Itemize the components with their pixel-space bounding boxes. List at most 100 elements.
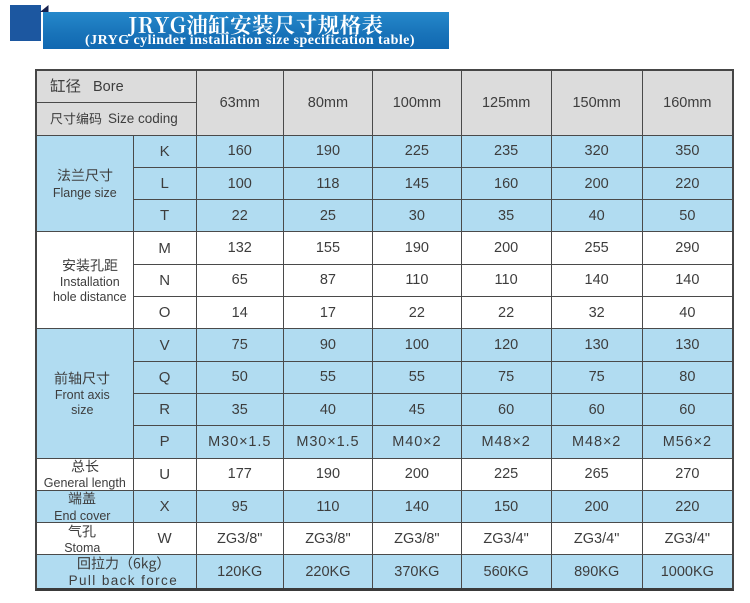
banner-title-text: JRYG油缸安装尺寸规格表 bbox=[383, 14, 384, 15]
header-bore-en: Bore bbox=[93, 78, 124, 95]
value-cell-pull-80mm: 220KG bbox=[283, 555, 373, 589]
value-cell-N-100mm: 110 bbox=[373, 264, 461, 297]
group-general-length-zh-line: 总长 bbox=[71, 458, 99, 476]
bore-zh-label bbox=[50, 78, 81, 93]
value-cell-X-150mm: 200 bbox=[551, 490, 642, 523]
value-cell-K-63mm: 160 bbox=[196, 135, 283, 167]
value-cell-L-125mm: 160 bbox=[461, 167, 551, 200]
value-cell-M-80mm: 155 bbox=[283, 232, 373, 264]
value-cell-Q-80mm: 55 bbox=[283, 361, 373, 393]
row-code-T: T bbox=[133, 200, 196, 232]
value-cell-T-125mm: 35 bbox=[461, 200, 551, 232]
value-cell-O-63mm: 14 bbox=[196, 297, 283, 329]
value-cell-W-160mm: ZG3/4" bbox=[642, 523, 732, 555]
group-label-flange-size: 法兰尺寸 Flange size bbox=[37, 135, 133, 232]
value-cell-M-63mm: 132 bbox=[196, 232, 283, 264]
row-code-L: L bbox=[133, 167, 196, 200]
value-cell-N-80mm: 87 bbox=[283, 264, 373, 297]
value-cell-L-63mm: 100 bbox=[196, 167, 283, 200]
row-code-N: N bbox=[133, 264, 196, 297]
value-cell-pull-100mm: 370KG bbox=[373, 555, 461, 589]
row-code-U: U bbox=[133, 458, 196, 490]
header-size-coding-en: Size coding bbox=[108, 111, 178, 127]
value-cell-V-63mm: 75 bbox=[196, 329, 283, 361]
value-cell-T-80mm: 25 bbox=[283, 200, 373, 232]
banner-fold-icon bbox=[40, 4, 49, 12]
value-cell-L-80mm: 118 bbox=[283, 167, 373, 200]
value-cell-R-150mm: 60 bbox=[551, 393, 642, 426]
column-header-150mm: 150mm bbox=[551, 71, 642, 135]
value-cell-pull-160mm: 1000KG bbox=[642, 555, 732, 589]
banner-square bbox=[10, 5, 41, 41]
group-front-axis-zh-label bbox=[54, 371, 110, 385]
column-header-125mm: 125mm bbox=[461, 71, 551, 135]
value-cell-N-150mm: 140 bbox=[551, 264, 642, 297]
value-cell-K-160mm: 350 bbox=[642, 135, 732, 167]
value-cell-O-125mm: 22 bbox=[461, 297, 551, 329]
value-cell-O-80mm: 17 bbox=[283, 297, 373, 329]
group-general-length-zh-label bbox=[71, 459, 99, 473]
value-cell-N-125mm: 110 bbox=[461, 264, 551, 297]
group-installation-zh-label bbox=[62, 258, 118, 272]
banner-title-svg bbox=[127, 14, 383, 37]
value-cell-T-100mm: 30 bbox=[373, 200, 461, 232]
group-label-general-length: 总长 General length bbox=[37, 458, 133, 490]
header-size-coding-cell: 尺寸编码Size coding bbox=[37, 103, 196, 135]
value-cell-V-100mm: 100 bbox=[373, 329, 461, 361]
value-cell-K-150mm: 320 bbox=[551, 135, 642, 167]
row-code-O: O bbox=[133, 297, 196, 329]
value-cell-X-160mm: 220 bbox=[642, 490, 732, 523]
value-cell-L-150mm: 200 bbox=[551, 167, 642, 200]
value-cell-O-150mm: 32 bbox=[551, 297, 642, 329]
row-code-V: V bbox=[133, 329, 196, 361]
value-cell-T-150mm: 40 bbox=[551, 200, 642, 232]
group-pull-back-force-en: Pull back force bbox=[68, 573, 179, 589]
group-front-axis-en: size bbox=[71, 403, 94, 418]
value-cell-U-125mm: 225 bbox=[461, 458, 551, 490]
value-cell-pull-125mm: 560KG bbox=[461, 555, 551, 589]
column-header-160mm: 160mm bbox=[642, 71, 732, 135]
value-cell-P-150mm: M48×2 bbox=[551, 426, 642, 458]
value-cell-W-80mm: ZG3/8" bbox=[283, 523, 373, 555]
value-cell-P-80mm: M30×1.5 bbox=[283, 426, 373, 458]
group-label-pull-back-force: 回拉力（6kg） Pull back force bbox=[37, 555, 196, 588]
group-pull-back-force-zh-line: 回拉力（6kg） bbox=[77, 555, 170, 573]
value-cell-K-80mm: 190 bbox=[283, 135, 373, 167]
value-cell-U-100mm: 200 bbox=[373, 458, 461, 490]
value-cell-M-125mm: 200 bbox=[461, 232, 551, 264]
value-cell-X-125mm: 150 bbox=[461, 490, 551, 523]
column-header-80mm: 80mm bbox=[283, 71, 373, 135]
value-cell-P-100mm: M40×2 bbox=[373, 426, 461, 458]
value-cell-L-160mm: 220 bbox=[642, 167, 732, 200]
group-installation-en: Installation bbox=[59, 275, 120, 290]
row-code-P: P bbox=[133, 426, 196, 458]
group-label-end-cover: 端盖 End cover bbox=[37, 490, 133, 523]
size-coding-zh-label bbox=[50, 111, 102, 125]
row-code-K: K bbox=[133, 135, 196, 167]
value-cell-M-100mm: 190 bbox=[373, 232, 461, 264]
group-flange-size-zh-text: 法兰尺寸 bbox=[113, 168, 114, 169]
value-cell-P-63mm: M30×1.5 bbox=[196, 426, 283, 458]
value-cell-R-160mm: 60 bbox=[642, 393, 732, 426]
value-cell-P-160mm: M56×2 bbox=[642, 426, 732, 458]
group-front-axis-en: Front axis bbox=[54, 388, 110, 403]
value-cell-X-63mm: 95 bbox=[196, 490, 283, 523]
value-cell-pull-150mm: 890KG bbox=[551, 555, 642, 589]
group-end-cover-zh-text: 端盖 bbox=[96, 491, 97, 492]
value-cell-W-150mm: ZG3/4" bbox=[551, 523, 642, 555]
value-cell-W-125mm: ZG3/4" bbox=[461, 523, 551, 555]
row-code-R: R bbox=[133, 393, 196, 426]
value-cell-V-150mm: 130 bbox=[551, 329, 642, 361]
group-stoma-zh-text: 气孔 bbox=[96, 523, 97, 524]
group-pull-back-force-zh-text: 回拉力（6kg） bbox=[170, 555, 171, 556]
value-cell-V-160mm: 130 bbox=[642, 329, 732, 361]
row-code-W: W bbox=[133, 523, 196, 555]
value-cell-U-80mm: 190 bbox=[283, 458, 373, 490]
value-cell-R-125mm: 60 bbox=[461, 393, 551, 426]
column-header-63mm: 63mm bbox=[196, 71, 283, 135]
value-cell-Q-125mm: 75 bbox=[461, 361, 551, 393]
value-cell-K-100mm: 225 bbox=[373, 135, 461, 167]
value-cell-T-160mm: 50 bbox=[642, 200, 732, 232]
